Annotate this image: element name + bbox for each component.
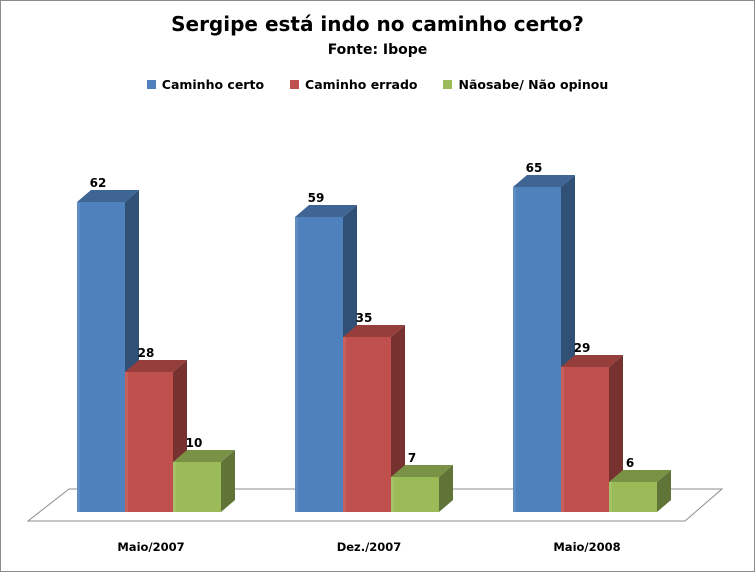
bar-highlight-caminho-errado-2 xyxy=(561,367,564,512)
bar-top-n-osabe-n-o-opinou-2 xyxy=(609,470,671,482)
value-label-n-osabe-n-o-opinou-1: 7 xyxy=(408,451,416,465)
category-label-0: Maio/2007 xyxy=(117,540,184,554)
legend-swatch-nao-sabe xyxy=(443,80,453,89)
bar-caminho-errado-1 xyxy=(343,337,391,512)
bar-top-n-osabe-n-o-opinou-0 xyxy=(173,450,235,462)
bar-top-caminho-errado-0 xyxy=(125,360,187,372)
bar-highlight-caminho-errado-1 xyxy=(343,337,346,512)
bar-n-osabe-n-o-opinou-1 xyxy=(391,477,439,512)
value-label-caminho-errado-0: 28 xyxy=(138,346,155,360)
bar-side-n-osabe-n-o-opinou-1 xyxy=(439,465,453,512)
value-label-caminho-errado-1: 35 xyxy=(356,311,373,325)
bar-caminho-errado-0 xyxy=(125,372,173,512)
bar-top-n-osabe-n-o-opinou-1 xyxy=(391,465,453,477)
chart-subtitle: Fonte: Ibope xyxy=(327,42,428,58)
bar-side-n-osabe-n-o-opinou-2 xyxy=(657,470,671,512)
legend-swatch-caminho-errado xyxy=(290,80,300,89)
legend-item-caminho-errado: Caminho errado xyxy=(290,77,417,92)
legend-label-nao-sabe: Nãosabe/ Não opinou xyxy=(458,77,609,92)
bar-side-caminho-errado-2 xyxy=(609,355,623,512)
value-label-caminho-certo-0: 62 xyxy=(90,176,107,190)
value-label-caminho-errado-2: 29 xyxy=(574,341,591,355)
legend-item-caminho-certo: Caminho certo xyxy=(146,77,265,92)
bar-highlight-caminho-errado-0 xyxy=(125,372,128,512)
bar-side-caminho-errado-1 xyxy=(391,325,405,512)
legend-item-nao-sabe: Nãosabe/ Não opinou xyxy=(443,77,608,92)
bar-side-n-osabe-n-o-opinou-0 xyxy=(221,450,235,512)
bar-highlight-n-osabe-n-o-opinou-1 xyxy=(391,477,394,512)
legend-label-caminho-errado: Caminho errado xyxy=(305,77,418,92)
value-label-caminho-certo-2: 65 xyxy=(526,161,543,175)
bar-highlight-caminho-certo-0 xyxy=(77,202,80,512)
bar-n-osabe-n-o-opinou-2 xyxy=(609,482,657,512)
value-label-n-osabe-n-o-opinou-0: 10 xyxy=(186,436,203,450)
legend-label-caminho-certo: Caminho certo xyxy=(161,77,265,92)
bar-top-caminho-certo-2 xyxy=(513,175,575,187)
value-label-n-osabe-n-o-opinou-2: 6 xyxy=(626,456,634,470)
bar-n-osabe-n-o-opinou-0 xyxy=(173,462,221,512)
legend: Caminho certo Caminho errado Nãosabe/ Nã… xyxy=(0,77,755,92)
bar-top-caminho-certo-1 xyxy=(295,205,357,217)
bar-top-caminho-certo-0 xyxy=(77,190,139,202)
value-label-caminho-certo-1: 59 xyxy=(308,191,325,205)
category-label-1: Dez./2007 xyxy=(337,540,402,554)
bar-highlight-n-osabe-n-o-opinou-0 xyxy=(173,462,176,512)
bar-highlight-caminho-certo-2 xyxy=(513,187,516,512)
legend-swatch-caminho-certo xyxy=(146,80,156,89)
bar-highlight-n-osabe-n-o-opinou-2 xyxy=(609,482,612,512)
bar-caminho-certo-1 xyxy=(295,217,343,512)
category-label-2: Maio/2008 xyxy=(553,540,620,554)
bar-caminho-errado-2 xyxy=(561,367,609,512)
bar-top-caminho-errado-2 xyxy=(561,355,623,367)
bar-caminho-certo-2 xyxy=(513,187,561,512)
bar-top-caminho-errado-1 xyxy=(343,325,405,337)
bar-highlight-caminho-certo-1 xyxy=(295,217,298,512)
chart-title: Sergipe está indo no caminho certo? xyxy=(171,12,584,36)
bar-caminho-certo-0 xyxy=(77,202,125,512)
